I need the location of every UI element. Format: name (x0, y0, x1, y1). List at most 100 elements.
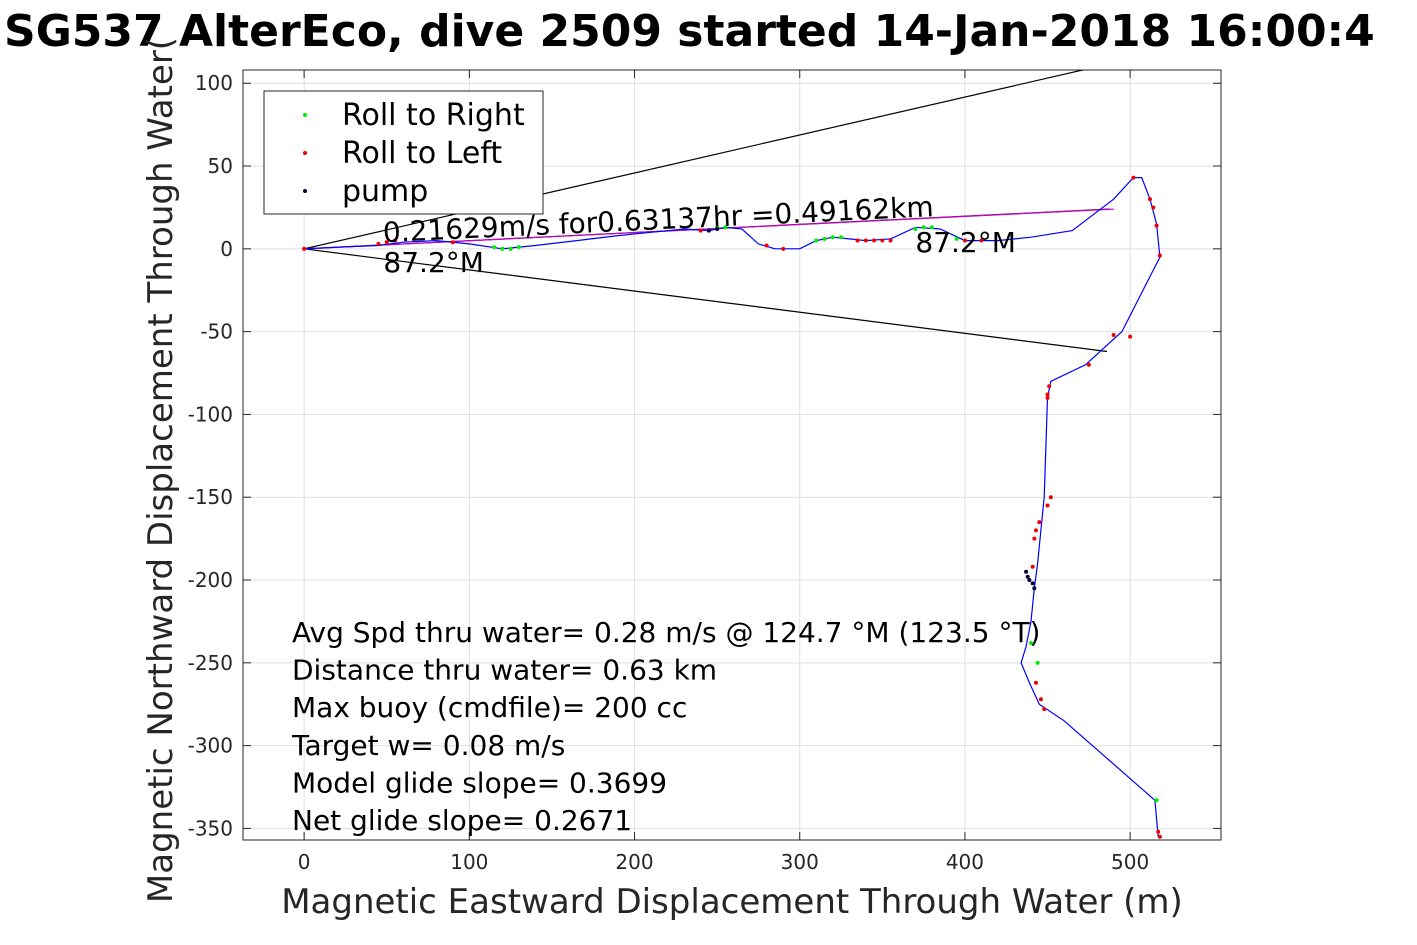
chart-title: SG537 AlterEco, dive 2509 started 14-Jan… (4, 6, 1375, 57)
roll-left-point (1111, 332, 1116, 337)
stat-line: Model glide slope= 0.3699 (292, 766, 667, 799)
y-tick-label: -250 (188, 651, 233, 675)
roll-left-point (1157, 253, 1162, 258)
roll-left-point (1047, 384, 1052, 389)
lower-cone-line (304, 248, 1108, 353)
roll-right-point (954, 236, 959, 241)
roll-left-point (384, 240, 389, 245)
legend-label-roll-right: Roll to Right (342, 98, 525, 133)
roll-left-point (1128, 334, 1133, 339)
x-tick-label: 200 (615, 850, 653, 874)
roll-left-point (1147, 197, 1152, 202)
roll-left-point (764, 243, 769, 248)
roll-left-point (392, 238, 397, 243)
roll-left-point (1045, 395, 1050, 400)
y-tick-label: -300 (188, 734, 233, 758)
roll-right-point (508, 246, 513, 251)
roll-left-point (1045, 392, 1050, 397)
upper-cone-line (303, 70, 1086, 250)
y-tick-label: -350 (188, 816, 233, 840)
y-tick-label: -100 (188, 402, 233, 426)
roll-left-point (872, 238, 877, 243)
x-axis-label: Magnetic Eastward Displacement Through W… (281, 882, 1183, 922)
x-tick-label: 500 (1111, 850, 1149, 874)
roll-right-point (516, 245, 521, 250)
roll-right-point (492, 245, 497, 250)
roll-left-point (450, 240, 455, 245)
legend-marker-pump (303, 189, 307, 193)
y-axis-label: Magnetic Northward Displacement Through … (141, 37, 181, 903)
y-tick-label: 0 (220, 237, 233, 261)
roll-right-point (921, 225, 926, 230)
roll-right-point (814, 238, 819, 243)
legend-label-pump: pump (342, 174, 428, 209)
roll-right-point (822, 236, 827, 241)
pump-point (1030, 581, 1035, 586)
x-tick-label: 300 (781, 850, 819, 874)
annotation-label: 87.2°M (915, 226, 1016, 259)
legend-marker-roll-right (303, 113, 307, 117)
roll-left-point (698, 228, 703, 233)
roll-left-point (1086, 362, 1091, 367)
pump-point (1025, 574, 1030, 579)
roll-right-point (1029, 640, 1034, 645)
plot-frame (242, 69, 1222, 841)
annotation-label: 87.2°M (383, 246, 484, 279)
x-tick-label: 0 (298, 850, 311, 874)
roll-left-point (1151, 205, 1156, 210)
roll-left-point (888, 238, 893, 243)
x-ticks: 0 100 200 300 400 500 (298, 70, 1149, 874)
stats-block: Avg Spd thru water= 0.28 m/s @ 124.7 °M … (291, 616, 1040, 837)
roll-left-point (1030, 564, 1035, 569)
grid (243, 70, 1221, 840)
roll-left-point (1131, 175, 1136, 180)
roll-left-point (962, 238, 967, 243)
pump-point (1032, 586, 1037, 591)
roll-right-point (1154, 798, 1159, 803)
roll-left-point (855, 238, 860, 243)
x-tick-label: 100 (450, 850, 488, 874)
roll-left-point (880, 238, 885, 243)
roll-right-point (1035, 660, 1040, 665)
roll-right-point (929, 225, 934, 230)
roll-left-point (1154, 223, 1159, 228)
roll-left-point (863, 238, 868, 243)
y-tick-label: -50 (200, 320, 233, 344)
legend-box (263, 90, 544, 215)
roll-right-point (830, 235, 835, 240)
y-ticks: 100 50 0 -50 -100 -150 -200 -250 -300 -350 (188, 71, 1221, 840)
roll-left-point (1045, 503, 1050, 508)
legend-marker-roll-left (303, 151, 307, 155)
roll-left-point (1037, 520, 1042, 525)
stat-line: Net glide slope= 0.2671 (292, 804, 632, 837)
stat-line: Max buoy (cmdfile)= 200 cc (292, 691, 687, 724)
roll-left-point (1032, 536, 1037, 541)
pump-point (706, 228, 711, 233)
roll-left-point (376, 241, 381, 246)
legend: Roll to Right Roll to Left pump (263, 90, 544, 215)
roll-left-point (1156, 829, 1161, 834)
pump-point (715, 226, 720, 231)
pump-point (1024, 569, 1029, 574)
roll-left-point (1048, 495, 1053, 500)
stat-line: Avg Spd thru water= 0.28 m/s @ 124.7 °M … (292, 616, 1040, 649)
y-tick-label: -200 (188, 568, 233, 592)
legend-label-roll-left: Roll to Left (342, 136, 502, 171)
roll-left-point (781, 246, 786, 251)
roll-left-point (1038, 697, 1043, 702)
y-tick-label: 50 (208, 154, 233, 178)
roll-left-point (1042, 707, 1047, 712)
roll-left-point (979, 238, 984, 243)
roll-left-point (302, 246, 307, 251)
roll-right-point (723, 225, 728, 230)
roll-left-point (1157, 834, 1162, 839)
stat-line: Distance thru water= 0.63 km (292, 654, 717, 687)
y-tick-label: -150 (188, 485, 233, 509)
y-tick-label: 100 (195, 71, 233, 95)
roll-right-point (913, 226, 918, 231)
pump-point (1027, 578, 1032, 583)
roll-left-point (1033, 528, 1038, 533)
x-tick-label: 400 (946, 850, 984, 874)
stat-line: Target w= 0.08 m/s (291, 729, 565, 762)
